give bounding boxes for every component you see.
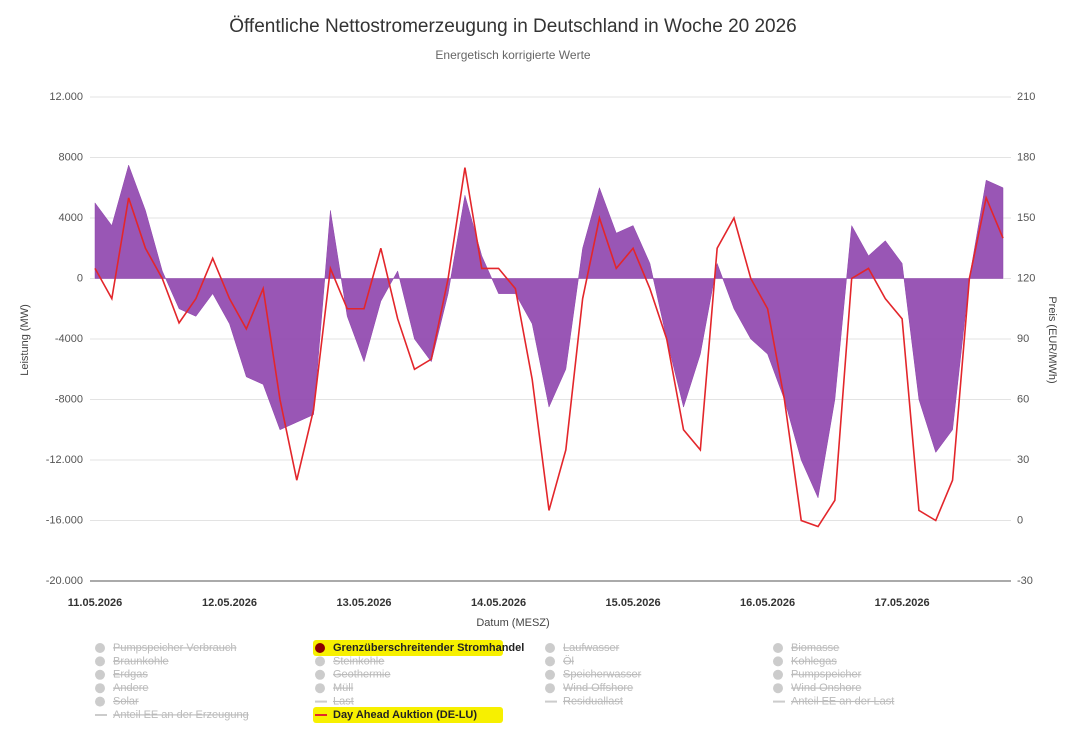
y2-tick-label: 210: [1017, 91, 1035, 103]
y2-tick-label: 180: [1017, 151, 1035, 163]
y2-tick-label: 120: [1017, 272, 1035, 284]
x-axis-title: Datum (MESZ): [476, 617, 549, 629]
legend-item[interactable]: Biomasse: [791, 642, 839, 654]
legend-marker: [545, 643, 555, 653]
legend-marker: [95, 683, 105, 694]
area: [94, 164, 1004, 499]
y-tick-label: 12.000: [49, 91, 83, 103]
legend-item[interactable]: Residuallast: [563, 696, 623, 708]
legend-marker: [773, 643, 783, 653]
y2-tick-label: 60: [1017, 393, 1029, 405]
y-tick-label: 4000: [59, 212, 83, 224]
legend-highlight: [313, 707, 503, 723]
y-tick-label: -12.000: [46, 454, 83, 466]
legend-item[interactable]: Grenzüberschreitender Stromhandel: [333, 642, 524, 654]
legend-item[interactable]: Solar: [113, 696, 139, 708]
legend-item[interactable]: Andere: [113, 682, 148, 694]
y-tick-label: -8000: [55, 393, 83, 405]
legend-marker: [315, 656, 325, 667]
y-axis-title: Leistung (MW): [19, 304, 31, 376]
legend-marker: [545, 669, 555, 680]
legend-item[interactable]: Braunkohle: [113, 655, 169, 667]
y2-tick-label: 0: [1017, 514, 1023, 526]
x-tick-label: 11.05.2026: [68, 597, 122, 609]
x-tick-label: 12.05.2026: [202, 597, 257, 609]
legend-item[interactable]: Wind Onshore: [791, 682, 861, 694]
legend-highlight: [313, 640, 503, 656]
x-tick-label: 15.05.2026: [606, 597, 661, 609]
legend-item[interactable]: Öl: [563, 655, 574, 667]
legend-item[interactable]: Anteil EE an der Last: [791, 696, 894, 708]
legend-marker: [773, 683, 783, 694]
legend-item[interactable]: Müll: [333, 682, 353, 694]
x-tick-label: 14.05.2026: [471, 597, 526, 609]
line: [94, 167, 1004, 528]
legend-item[interactable]: Wind Offshore: [563, 682, 633, 694]
y2-tick-label: -30: [1017, 575, 1033, 587]
chart-subtitle: Energetisch korrigierte Werte: [435, 48, 591, 62]
legend-item[interactable]: Speicherwasser: [563, 669, 642, 681]
x-tick-label: 17.05.2026: [875, 597, 930, 609]
legend-item[interactable]: Last: [333, 696, 354, 708]
y2-tick-label: 90: [1017, 333, 1029, 345]
legend-item[interactable]: Laufwasser: [563, 642, 620, 654]
y2-tick-label: 150: [1017, 212, 1035, 224]
legend-marker: [95, 656, 105, 667]
legend-item[interactable]: Day Ahead Auktion (DE-LU): [333, 709, 477, 721]
legend-marker: [95, 643, 105, 653]
legend-item[interactable]: Anteil EE an der Erzeugung: [113, 709, 249, 721]
y-tick-label: 0: [77, 272, 83, 284]
legend-marker: [773, 669, 783, 680]
legend-marker: [545, 656, 555, 667]
legend-item[interactable]: Erdgas: [113, 669, 148, 681]
y2-tick-label: 30: [1017, 454, 1029, 466]
y2-axis-title: Preis (EUR/MWh): [1046, 296, 1058, 383]
x-tick-label: 16.05.2026: [740, 597, 795, 609]
legend-marker: [95, 696, 105, 707]
legend-marker: [773, 656, 783, 667]
y-tick-label: -20.000: [46, 575, 83, 587]
legend-marker: [95, 669, 105, 680]
legend-item[interactable]: Kohlegas: [791, 655, 837, 667]
legend-item[interactable]: Steinkohle: [333, 655, 384, 667]
legend-marker: [315, 643, 325, 653]
legend-marker: [545, 683, 555, 694]
legend-item[interactable]: Pumpspeicher: [791, 669, 862, 681]
x-tick-label: 13.05.2026: [337, 597, 392, 609]
y-tick-label: -4000: [55, 333, 83, 345]
chart-title: Öffentliche Nettostromerzeugung in Deuts…: [229, 16, 797, 37]
y-tick-label: -16.000: [46, 514, 83, 526]
legend-marker: [315, 683, 325, 694]
legend-item[interactable]: Geothermie: [333, 669, 390, 681]
legend-marker: [315, 669, 325, 680]
y-tick-label: 8000: [59, 151, 83, 163]
legend-item[interactable]: Pumpspeicher Verbrauch: [113, 642, 237, 654]
